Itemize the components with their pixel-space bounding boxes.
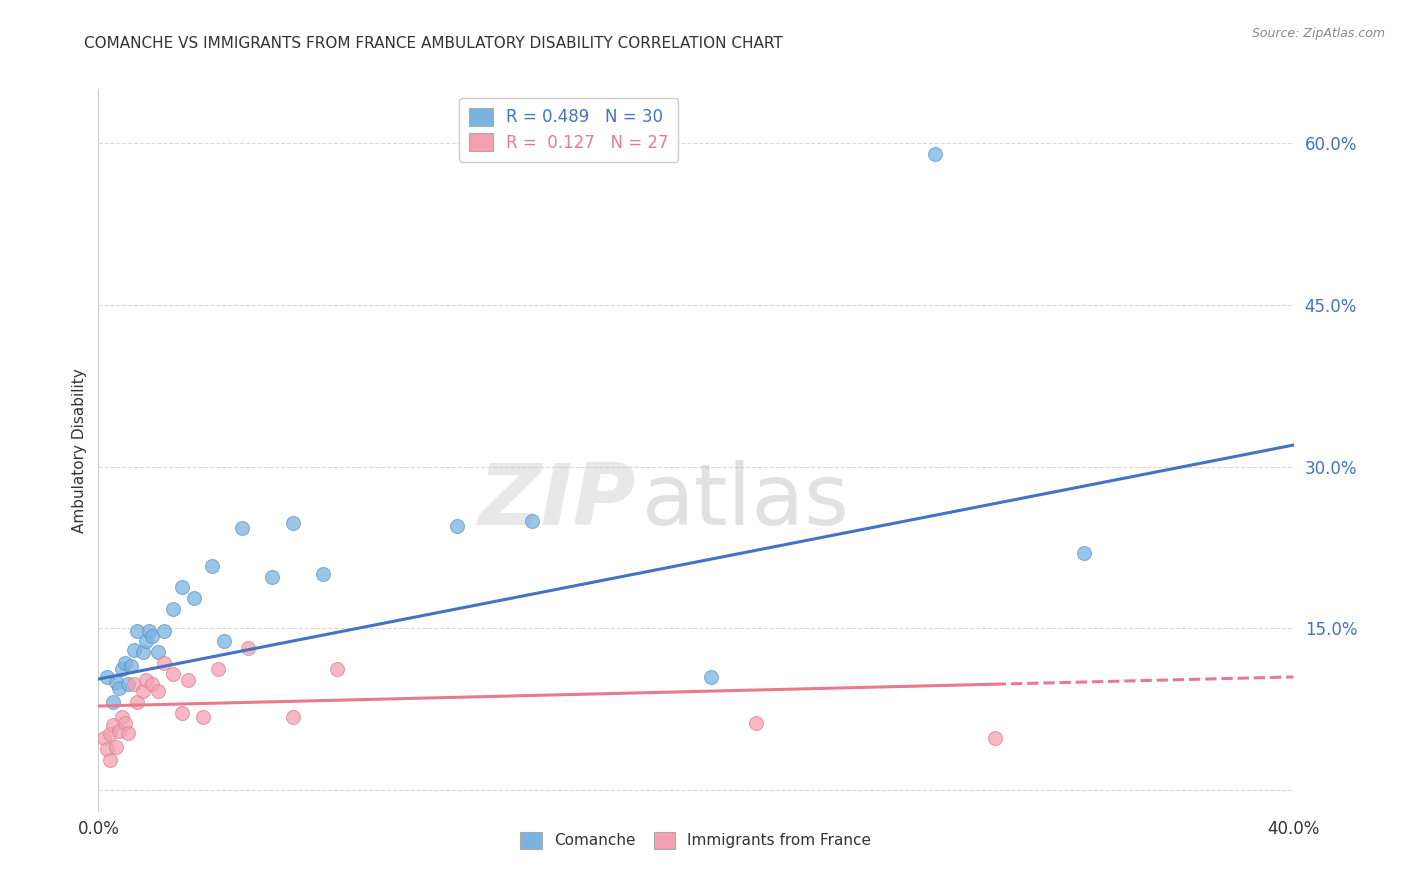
Point (117, 677, 139, 691)
Point (98, 753, 122, 767)
Point (162, 666, 184, 681)
Point (93, 731, 115, 746)
Point (96, 742, 118, 756)
Point (745, 716, 768, 731)
Point (201, 558, 224, 573)
Point (132, 684, 155, 698)
Point (207, 662, 229, 676)
Point (120, 659, 142, 673)
Point (984, 731, 1007, 746)
Point (236, 640, 259, 655)
Point (96, 670, 118, 684)
Legend: Comanche, Immigrants from France: Comanche, Immigrants from France (515, 826, 877, 855)
Point (281, 516, 304, 530)
Point (114, 656, 136, 670)
Point (1073, 546, 1095, 560)
Point (141, 629, 163, 643)
Point (153, 624, 176, 638)
Point (105, 739, 128, 754)
Point (111, 662, 134, 676)
Point (148, 684, 170, 698)
Point (135, 634, 157, 648)
Point (132, 645, 155, 659)
Point (183, 591, 205, 606)
Text: COMANCHE VS IMMIGRANTS FROM FRANCE AMBULATORY DISABILITY CORRELATION CHART: COMANCHE VS IMMIGRANTS FROM FRANCE AMBUL… (84, 36, 783, 51)
Point (124, 643, 146, 657)
Point (138, 624, 160, 638)
Point (260, 569, 283, 583)
Point (124, 677, 146, 691)
Point (103, 718, 125, 732)
Point (700, 670, 723, 684)
Point (191, 710, 214, 724)
Point (111, 710, 134, 724)
Point (108, 681, 131, 695)
Point (924, 147, 946, 161)
Point (114, 716, 136, 731)
Point (105, 675, 128, 690)
Text: Source: ZipAtlas.com: Source: ZipAtlas.com (1251, 27, 1385, 40)
Point (153, 656, 176, 670)
Point (446, 519, 468, 533)
Point (172, 706, 194, 720)
Point (148, 645, 170, 659)
Point (281, 710, 304, 724)
Point (311, 567, 333, 582)
Text: atlas: atlas (643, 459, 851, 542)
Point (162, 602, 184, 616)
Point (326, 662, 349, 676)
Point (212, 634, 235, 648)
Point (117, 726, 139, 740)
Point (108, 723, 131, 738)
Point (127, 624, 149, 638)
Point (177, 673, 200, 688)
Point (520, 514, 543, 528)
Point (172, 581, 194, 595)
Point (231, 521, 253, 535)
Point (135, 673, 157, 688)
Point (127, 695, 149, 709)
Point (141, 677, 163, 691)
Text: ZIP: ZIP (478, 459, 637, 542)
Point (103, 695, 125, 709)
Point (98, 727, 122, 741)
Y-axis label: Ambulatory Disability: Ambulatory Disability (72, 368, 87, 533)
